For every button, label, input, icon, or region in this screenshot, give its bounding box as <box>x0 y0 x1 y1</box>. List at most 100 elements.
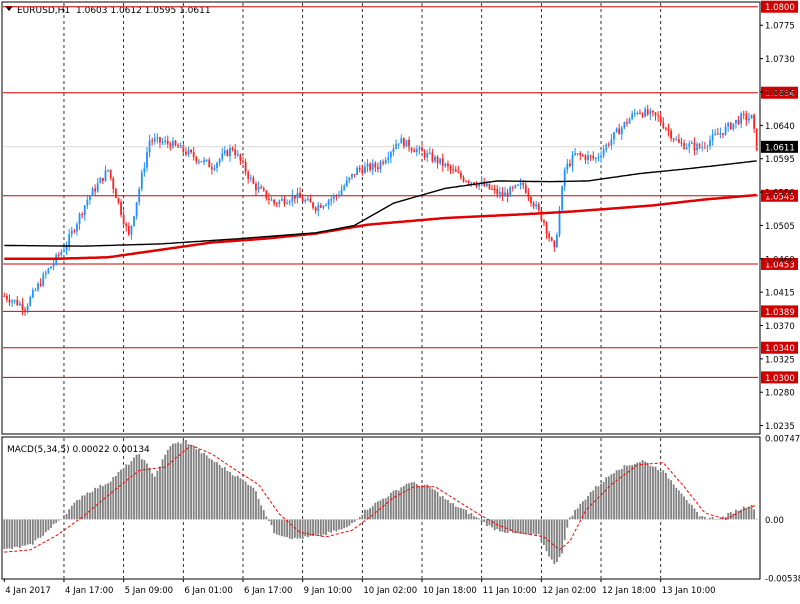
candle-body <box>664 127 667 129</box>
macd-bar <box>55 519 58 523</box>
candle-body <box>91 188 94 197</box>
macd-bar <box>332 519 335 531</box>
candle-body <box>231 147 234 150</box>
macd-bar <box>91 491 94 520</box>
macd-bar <box>234 476 237 520</box>
macd-bar <box>351 519 353 524</box>
candle-body <box>423 151 426 158</box>
macd-bar <box>16 519 19 547</box>
candle-body <box>735 119 737 124</box>
macd-bar <box>633 463 636 520</box>
candle-body <box>537 204 540 211</box>
candle-body <box>78 214 81 225</box>
macd-bar <box>338 519 340 530</box>
price-tick-label: 1.0235 <box>765 422 795 432</box>
macd-bar <box>223 467 226 520</box>
macd-bar <box>221 467 224 520</box>
candle-body <box>200 161 203 163</box>
candle-body <box>711 134 714 141</box>
candle-body <box>153 138 156 142</box>
macd-bar <box>172 443 174 520</box>
macd-bar <box>159 466 161 520</box>
candle-body <box>31 290 34 298</box>
time-axis: 4 Jan 2017 4 Jan 17:00 5 Jan 09:00 6 Jan 01… <box>3 579 716 596</box>
macd-bar <box>275 519 278 535</box>
ma-fast-line <box>4 160 757 247</box>
price-tick-label: 1.0415 <box>765 289 795 299</box>
macd-bar <box>727 512 730 520</box>
macd-bar <box>509 519 512 532</box>
candle-body <box>441 158 444 166</box>
macd-bar <box>423 484 426 520</box>
macd-bar <box>514 519 517 534</box>
candle-body <box>252 177 255 184</box>
triangle-down-icon[interactable] <box>5 6 13 11</box>
candle-body <box>273 199 276 204</box>
candle-body <box>174 140 177 146</box>
macd-bar <box>257 498 260 520</box>
candle-body <box>530 197 532 203</box>
candle-body <box>439 158 442 164</box>
candle-body <box>47 268 50 273</box>
macd-bar <box>174 443 177 520</box>
macd-bar <box>602 481 605 520</box>
macd-signal-line <box>4 444 757 553</box>
macd-bar <box>195 449 198 520</box>
macd-bar <box>690 504 693 520</box>
candle-body <box>473 182 475 185</box>
macd-bar <box>148 467 151 520</box>
macd-bar <box>750 505 753 520</box>
macd-bar <box>698 516 701 520</box>
macd-bar <box>732 513 735 520</box>
time-tick-label: 6 Jan 17:00 <box>244 586 292 596</box>
candle-body <box>146 152 148 168</box>
candle-body <box>620 127 623 135</box>
candle-body <box>579 153 582 156</box>
candle-body <box>322 205 325 208</box>
candle-body <box>104 170 107 181</box>
macd-bar <box>143 460 146 520</box>
candle-body <box>151 140 154 142</box>
macd-bar <box>737 510 740 520</box>
candle-body <box>587 155 589 161</box>
macd-bar <box>382 498 384 520</box>
macd-bar <box>278 519 281 536</box>
macd-bar <box>683 496 685 520</box>
macd-bar <box>550 519 553 560</box>
candle-body <box>740 113 743 124</box>
macd-bar <box>457 507 460 520</box>
candle-body <box>755 128 758 151</box>
candle-body <box>52 263 55 267</box>
macd-bar <box>652 466 654 520</box>
candle-body <box>610 139 613 146</box>
candle-body <box>361 169 364 174</box>
candle-body <box>223 150 226 154</box>
candle-body <box>112 178 115 189</box>
candle-body <box>566 163 569 170</box>
macd-bar <box>410 482 413 520</box>
macd-bar <box>672 484 675 520</box>
macd-bar <box>408 483 410 520</box>
candle-body <box>659 116 662 123</box>
macd-bar <box>327 519 330 532</box>
macd-bar <box>493 519 496 531</box>
macd-bar <box>213 461 216 520</box>
candle-body <box>483 181 486 187</box>
candle-body <box>457 171 460 173</box>
candle-body <box>602 149 605 156</box>
macd-bar <box>153 476 156 520</box>
macd-bar <box>348 519 351 526</box>
candle-body <box>693 142 696 151</box>
candle-body <box>101 177 104 181</box>
price-tick-label: 1.0730 <box>765 55 795 65</box>
candle-body <box>657 115 660 117</box>
candle-body <box>402 138 405 148</box>
current-price-label: 1.0611 <box>765 143 795 153</box>
macd-bar <box>177 442 180 520</box>
candle-body <box>649 110 652 115</box>
macd-bar <box>543 519 545 546</box>
macd-bar <box>312 519 314 537</box>
macd-bar <box>670 480 672 520</box>
